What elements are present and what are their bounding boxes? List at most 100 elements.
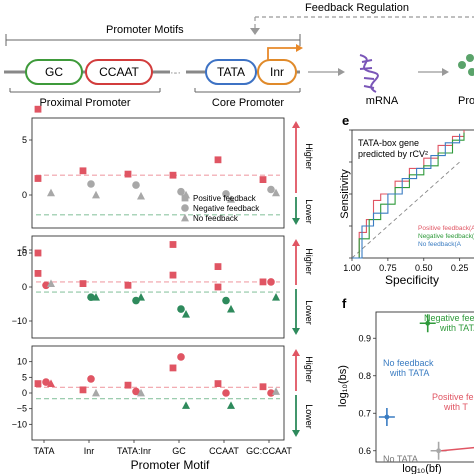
x-tick-label: GC:CCAAT	[246, 446, 292, 456]
legend-triangle-icon	[181, 213, 189, 222]
data-point-square	[214, 283, 222, 291]
gc-box-label: GC	[45, 65, 63, 79]
y-tick-label: 0.9	[358, 333, 371, 343]
protein-icon	[458, 54, 474, 76]
data-point-square	[79, 280, 87, 287]
arrow-up-icon	[292, 349, 300, 356]
roc-xlabel: Specificity	[385, 273, 439, 287]
x-tick-label: GC	[172, 446, 186, 456]
panel-label-e: e	[342, 113, 349, 128]
y-tick-label: 0	[22, 282, 27, 292]
data-point-triangle	[47, 279, 55, 287]
data-point-triangle	[137, 388, 145, 397]
tata-box-label: TATA	[217, 65, 245, 79]
plot-frame	[31, 345, 285, 441]
data-point-circle	[132, 296, 140, 305]
feedback-regulation-label: Feedback Regulation	[305, 2, 409, 14]
x-tick-label: 0.50	[415, 263, 433, 273]
data-point-triangle	[92, 293, 100, 301]
y-tick-label: 0.7	[358, 408, 371, 418]
data-point-triangle	[137, 293, 145, 301]
data-point-square	[169, 241, 177, 248]
mrna-helix-icon	[359, 54, 379, 93]
data-point-square	[214, 380, 222, 387]
data-point-circle	[87, 375, 95, 383]
data-point-square	[169, 364, 177, 372]
data-point-circle	[267, 389, 275, 397]
data-point-triangle	[137, 191, 145, 200]
roc-frame	[351, 129, 474, 259]
data-point-triangle	[92, 190, 100, 199]
data-point-triangle	[272, 188, 280, 197]
roc-legend-label: Positive feedback(A	[418, 225, 474, 232]
y-tick-label: 10	[17, 357, 27, 367]
higher-label: Higher	[304, 248, 314, 275]
roc-curve	[352, 133, 461, 259]
data-point-triangle	[182, 310, 190, 318]
roc-ylabel: Sensitivity	[339, 169, 351, 219]
y-tick-label: 0	[22, 190, 27, 200]
data-point-square	[214, 156, 222, 164]
data-point-square	[124, 281, 132, 289]
data-point-square	[34, 249, 42, 257]
plot-frame	[31, 117, 285, 229]
data-point-circle	[132, 181, 140, 189]
diagonal-reference	[351, 161, 460, 259]
arrow-down-icon	[292, 218, 300, 225]
data-point-square	[34, 175, 42, 182]
promoter-motifs-bracket	[5, 34, 301, 46]
x-tick-label: TATA	[34, 446, 55, 456]
data-point-square	[169, 171, 177, 179]
arrow-right-icon	[418, 68, 449, 76]
data-point-triangle	[47, 379, 55, 387]
ccaat-box: CCAAT	[85, 59, 153, 85]
data-point-circle	[177, 187, 185, 196]
data-point-triangle	[182, 401, 190, 409]
data-point-triangle	[272, 293, 280, 301]
data-point-triangle	[227, 401, 235, 409]
data-point-circle	[222, 190, 230, 198]
bf-xlabel: log₁₀(bf)	[402, 463, 441, 474]
data-point	[425, 320, 431, 326]
x-tick-label: 0.25	[451, 263, 469, 273]
legend-circle-icon	[181, 204, 189, 212]
data-point-triangle	[92, 388, 100, 397]
data-point-square	[34, 105, 42, 113]
proximal-promoter-bracket	[9, 88, 161, 93]
scatter-xlabel: Promoter Motif	[131, 458, 210, 472]
legend-label: Negative feedback	[193, 204, 260, 213]
data-point-circle	[177, 305, 185, 313]
data-point-square	[214, 263, 222, 270]
plot-frame	[31, 235, 285, 339]
core-promoter-bracket	[194, 88, 301, 93]
y-tick-label: 0.6	[358, 446, 371, 456]
scatter-panel-top: 5 0 −5 Higher Lower	[17, 105, 314, 255]
data-point-triangle	[227, 304, 235, 313]
bs-ylabel: log₁₀(bs)	[337, 365, 349, 407]
tata-box: TATA	[205, 59, 257, 85]
arrow-up-icon	[292, 121, 300, 128]
y-tick-label: 5	[22, 372, 27, 382]
scatter-panel-bottom: 10 5 0 −5 −10 Higher Lower	[12, 345, 314, 441]
roc-panel: 1.00 0.75 0.50 0.25 Sensitivity Specificity TA…	[339, 129, 474, 287]
proximal-promoter-label: Proximal Promoter	[39, 97, 130, 109]
data-point-triangle	[227, 195, 235, 203]
annotation-positive: with T	[443, 402, 468, 412]
y-tick-label: −10	[12, 419, 27, 429]
annotation-none: No feedback	[383, 358, 434, 368]
y-tick-label: −5	[17, 404, 27, 414]
panel-label-f: f	[342, 296, 347, 311]
protein-label: Pro	[458, 95, 474, 107]
scatter-panels: 5 0 −5 Higher Lower 10 0 −10 Higher Lower 10 5 0 −5 −1…	[12, 105, 314, 456]
data-point-circle	[87, 180, 95, 188]
data-point-circle	[267, 185, 275, 194]
ccaat-box-label: CCAAT	[99, 65, 139, 79]
roc-legend-label: No feedback(A	[418, 241, 462, 248]
annotation-negative: Negative feed	[424, 313, 474, 323]
feedback-regulation-bracket	[250, 16, 474, 35]
data-point-circle	[267, 278, 275, 286]
y-tick-label: 0	[22, 388, 27, 398]
data-point-square	[34, 270, 42, 277]
annotation-none: with TATA	[389, 368, 429, 378]
